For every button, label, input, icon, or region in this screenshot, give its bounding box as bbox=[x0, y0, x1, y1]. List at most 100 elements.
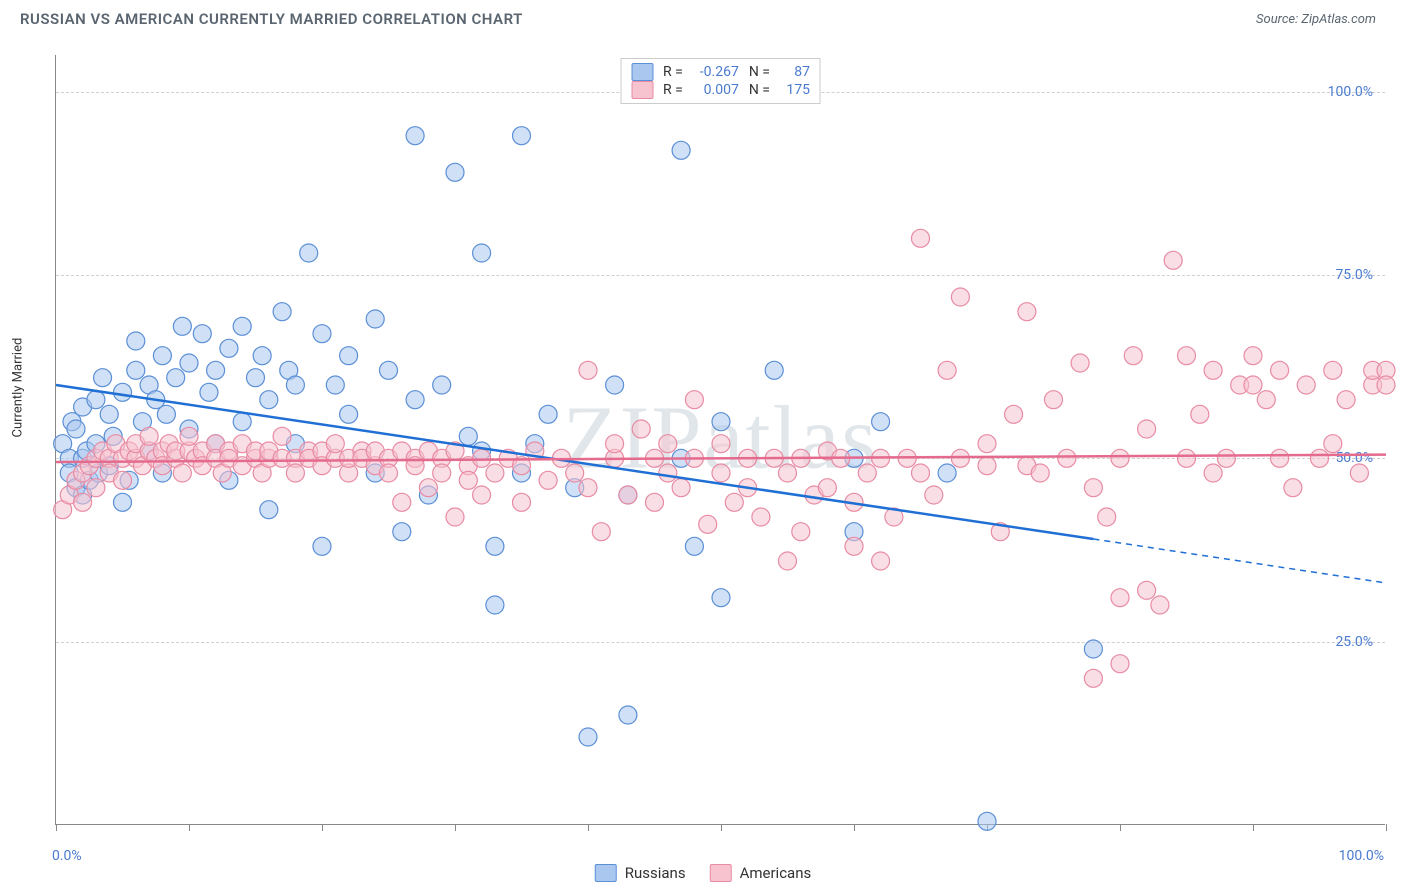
x-tick bbox=[721, 824, 722, 831]
data-point bbox=[912, 464, 930, 482]
data-point bbox=[366, 310, 384, 328]
data-point bbox=[286, 464, 304, 482]
r-value: 0.007 bbox=[689, 82, 739, 98]
data-point bbox=[1324, 361, 1342, 379]
data-point bbox=[313, 537, 331, 555]
data-point bbox=[100, 405, 118, 423]
data-point bbox=[1377, 376, 1395, 394]
data-point bbox=[157, 405, 175, 423]
data-point bbox=[87, 479, 105, 497]
data-point bbox=[193, 325, 211, 343]
data-point bbox=[247, 369, 265, 387]
data-point bbox=[419, 479, 437, 497]
n-value: 175 bbox=[776, 82, 810, 98]
data-point bbox=[1271, 449, 1289, 467]
data-point bbox=[646, 493, 664, 511]
data-point bbox=[459, 471, 477, 489]
data-point bbox=[1058, 449, 1076, 467]
data-point bbox=[406, 391, 424, 409]
x-tick bbox=[455, 824, 456, 831]
data-point bbox=[606, 376, 624, 394]
series-legend: RussiansAmericans bbox=[595, 864, 812, 882]
data-point bbox=[579, 479, 597, 497]
data-point bbox=[180, 427, 198, 445]
data-point bbox=[473, 449, 491, 467]
data-point bbox=[1084, 669, 1102, 687]
x-tick bbox=[56, 824, 57, 831]
data-point bbox=[1164, 251, 1182, 269]
data-point bbox=[446, 163, 464, 181]
n-label: N = bbox=[749, 64, 770, 80]
legend-row: R =0.007N =175 bbox=[631, 81, 810, 99]
legend-swatch bbox=[631, 81, 653, 99]
data-point bbox=[273, 303, 291, 321]
data-point bbox=[286, 376, 304, 394]
x-tick bbox=[1253, 824, 1254, 831]
data-point bbox=[300, 244, 318, 262]
n-value: 87 bbox=[776, 64, 810, 80]
data-point bbox=[433, 464, 451, 482]
data-point bbox=[260, 501, 278, 519]
data-point bbox=[1204, 361, 1222, 379]
data-point bbox=[380, 361, 398, 379]
data-point bbox=[180, 354, 198, 372]
data-point bbox=[712, 435, 730, 453]
data-point bbox=[1178, 347, 1196, 365]
data-point bbox=[1178, 449, 1196, 467]
data-point bbox=[1084, 479, 1102, 497]
data-point bbox=[712, 589, 730, 607]
data-point bbox=[712, 413, 730, 431]
data-point bbox=[539, 405, 557, 423]
data-point bbox=[725, 493, 743, 511]
data-point bbox=[1071, 354, 1089, 372]
data-point bbox=[1297, 376, 1315, 394]
data-point bbox=[74, 493, 92, 511]
data-point bbox=[127, 332, 145, 350]
data-point bbox=[273, 427, 291, 445]
chart-title: RUSSIAN VS AMERICAN CURRENTLY MARRIED CO… bbox=[20, 10, 523, 28]
data-point bbox=[659, 464, 677, 482]
data-point bbox=[845, 537, 863, 555]
data-point bbox=[912, 229, 930, 247]
data-point bbox=[1311, 449, 1329, 467]
data-point bbox=[619, 486, 637, 504]
data-point bbox=[406, 127, 424, 145]
source-attribution: Source: ZipAtlas.com bbox=[1256, 12, 1376, 27]
data-point bbox=[513, 127, 531, 145]
r-value: -0.267 bbox=[689, 64, 739, 80]
data-point bbox=[114, 471, 132, 489]
data-point bbox=[685, 537, 703, 555]
data-point bbox=[1111, 655, 1129, 673]
data-point bbox=[606, 435, 624, 453]
data-point bbox=[114, 493, 132, 511]
r-label: R = bbox=[663, 64, 683, 80]
data-point bbox=[1151, 596, 1169, 614]
data-point bbox=[1271, 361, 1289, 379]
data-point bbox=[94, 369, 112, 387]
data-point bbox=[167, 369, 185, 387]
x-tick bbox=[854, 824, 855, 831]
data-point bbox=[1111, 449, 1129, 467]
y-axis-label: Currently Married bbox=[11, 338, 26, 438]
data-point bbox=[459, 427, 477, 445]
x-axis-min-label: 0.0% bbox=[52, 848, 82, 864]
data-point bbox=[486, 537, 504, 555]
data-point bbox=[1005, 405, 1023, 423]
legend-item: Russians bbox=[595, 864, 686, 882]
data-point bbox=[173, 317, 191, 335]
data-point bbox=[579, 361, 597, 379]
data-point bbox=[1284, 479, 1302, 497]
data-point bbox=[220, 339, 238, 357]
data-point bbox=[253, 347, 271, 365]
data-point bbox=[1244, 376, 1262, 394]
data-point bbox=[685, 391, 703, 409]
data-point bbox=[326, 376, 344, 394]
x-tick bbox=[1386, 824, 1387, 831]
data-point bbox=[978, 457, 996, 475]
data-point bbox=[1204, 464, 1222, 482]
data-point bbox=[1138, 581, 1156, 599]
data-point bbox=[938, 464, 956, 482]
data-point bbox=[1018, 303, 1036, 321]
data-point bbox=[872, 413, 890, 431]
data-point bbox=[1045, 391, 1063, 409]
